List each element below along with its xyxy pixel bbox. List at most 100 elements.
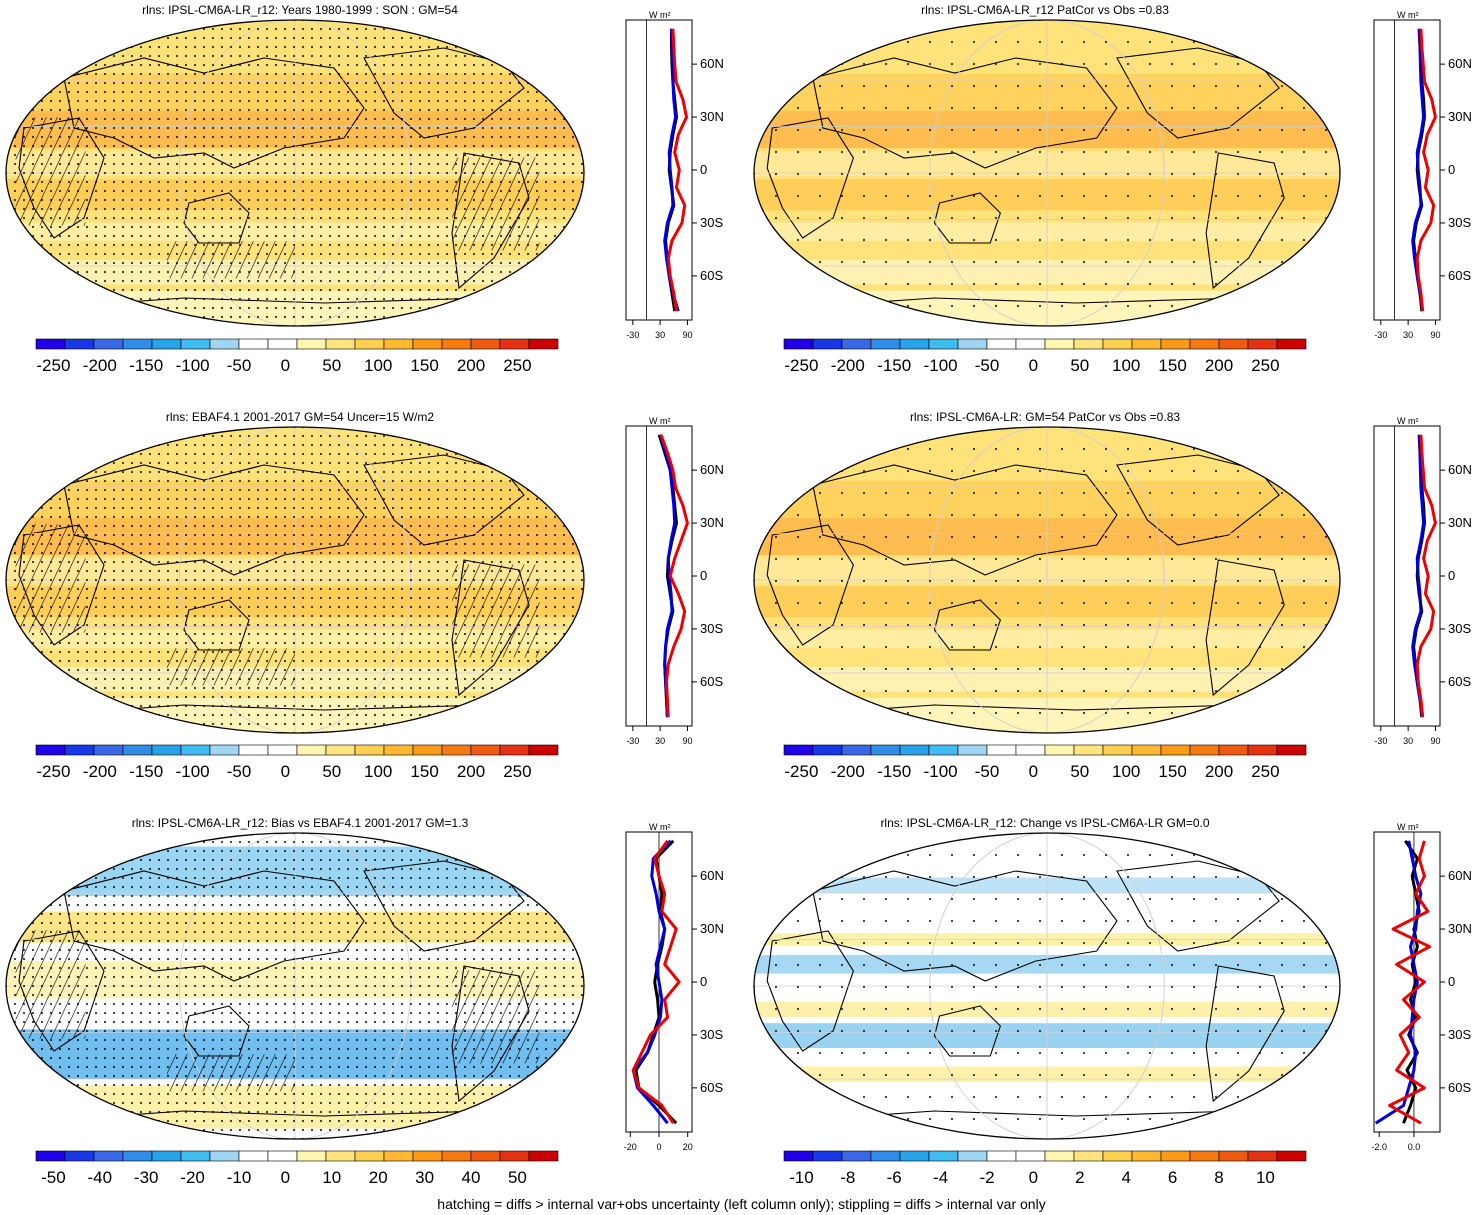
colorbar-swatch — [1160, 338, 1191, 350]
lat-tick-label: 30S — [700, 621, 723, 636]
colorbar-swatch — [1044, 744, 1075, 756]
colorbar-swatch — [64, 1150, 95, 1162]
colorbar-swatch — [93, 1150, 124, 1162]
colorbar-tick-label: -100 — [176, 356, 210, 375]
stippling — [754, 833, 1340, 1139]
map-panel-1 — [5, 19, 585, 327]
colorbar-swatch — [812, 1150, 843, 1162]
colorbar-swatch — [1102, 338, 1133, 350]
panel-title-3: rlns: EBAF4.1 2001-2017 GM=54 Uncer=15 W… — [165, 410, 435, 424]
x-tick-label: 90 — [682, 330, 692, 340]
colorbar-swatch — [528, 744, 559, 756]
lat-tick-label: 30N — [700, 109, 724, 124]
colorbar-tick-label: 200 — [1205, 356, 1233, 375]
colorbar-tick-label: 0 — [281, 356, 290, 375]
stippling — [754, 427, 1340, 733]
colorbar-swatch — [928, 338, 959, 350]
colorbar-swatch — [957, 338, 988, 350]
colorbar-tick-label: 50 — [1070, 762, 1089, 781]
colorbar-swatch — [499, 1150, 530, 1162]
colorbar-swatch — [441, 1150, 472, 1162]
colorbar-swatch — [1247, 1150, 1278, 1162]
colorbar-swatch — [1160, 744, 1191, 756]
units-label: W m² — [649, 416, 671, 426]
x-tick-label: -30 — [1374, 330, 1387, 340]
colorbar-swatch — [267, 338, 298, 350]
colorbar-tick-label: 20 — [369, 1168, 388, 1187]
colorbar-swatch — [180, 1150, 211, 1162]
colorbar-swatch — [783, 744, 814, 756]
lat-tick-label: 0 — [1448, 162, 1455, 177]
colorbar-tick-label: 0 — [1029, 356, 1038, 375]
footer-caption: hatching = diffs > internal var+obs unce… — [437, 1196, 1046, 1212]
colorbar-swatch — [238, 1150, 269, 1162]
colorbar-swatch — [64, 744, 95, 756]
lat-tick-label: 60S — [1448, 674, 1471, 689]
colorbar-swatch — [470, 1150, 501, 1162]
colorbar-tick-label: -250 — [36, 762, 70, 781]
colorbar-swatch — [783, 1150, 814, 1162]
colorbar-swatch — [209, 744, 240, 756]
zonal-mean-5: W m² 60N 30N 0 30S 60S -20 0 20 — [624, 822, 724, 1152]
zonal-series-line — [1388, 840, 1432, 1125]
colorbar-swatch — [1015, 1150, 1046, 1162]
colorbar-swatch — [870, 1150, 901, 1162]
colorbar-swatch — [1189, 1150, 1220, 1162]
map-border — [5, 832, 585, 1140]
colorbar-tick-label: 8 — [1214, 1168, 1223, 1187]
stippling — [754, 20, 1340, 326]
colorbar-swatch — [1015, 744, 1046, 756]
colorbar-tick-label: 200 — [1205, 762, 1233, 781]
colorbar-swatch — [412, 338, 443, 350]
colorbar-swatch — [1073, 744, 1104, 756]
colorbar-tick-label: -200 — [83, 762, 117, 781]
colorbar-tick-label: -50 — [227, 356, 252, 375]
colorbar-swatch — [899, 338, 930, 350]
lat-tick-label: 60S — [700, 674, 723, 689]
colorbar-tick-label: 50 — [322, 356, 341, 375]
colorbar-tick-label: -100 — [924, 762, 958, 781]
colorbar-swatch — [928, 744, 959, 756]
colorbar-swatch — [412, 1150, 443, 1162]
panel-title-1: rlns: IPSL-CM6A-LR_r12: Years 1980-1999 … — [142, 3, 458, 17]
colorbar-tick-label: 10 — [322, 1168, 341, 1187]
colorbar-6: -10 -8 -6 -4 -2 0 2 4 6 8 10 — [783, 1150, 1307, 1187]
colorbar-swatch — [986, 338, 1017, 350]
colorbar-tick-label: 150 — [410, 356, 438, 375]
panel-title-2: rlns: IPSL-CM6A-LR_r12 PatCor vs Obs =0.… — [921, 3, 1169, 17]
panel-title-6: rlns: IPSL-CM6A-LR_r12: Change vs IPSL-C… — [880, 816, 1210, 830]
colorbar-tick-label: -6 — [887, 1168, 902, 1187]
colorbar-swatch — [93, 338, 124, 350]
colorbar-1: -250 -200 -150 -100 -50 0 50 100 150 200 250 — [35, 338, 559, 375]
hatching — [166, 648, 295, 686]
hatching — [452, 970, 540, 1064]
colorbar-swatch — [528, 338, 559, 350]
colorbar-tick-label: 0 — [1029, 1168, 1038, 1187]
colorbar-tick-label: 250 — [1251, 356, 1279, 375]
lat-tick-label: 60S — [1448, 268, 1471, 283]
colorbar-swatch — [499, 338, 530, 350]
lat-tick-label: 0 — [700, 974, 707, 989]
colorbar-tick-label: -50 — [41, 1168, 66, 1187]
lat-tick-label: 60N — [1448, 56, 1472, 71]
map-panel-6 — [753, 832, 1341, 1140]
map-border — [753, 426, 1341, 734]
x-tick-label: 90 — [1430, 330, 1440, 340]
colorbar-swatch — [986, 744, 1017, 756]
colorbar-swatch — [441, 338, 472, 350]
zonal-mean-3: W m² 60N 30N 0 30S 60S -30 30 90 — [625, 416, 724, 746]
colorbar-tick-label: -200 — [83, 356, 117, 375]
colorbar-tick-label: -10 — [789, 1168, 814, 1187]
hatching — [15, 524, 86, 633]
colorbar-tick-label: -200 — [831, 356, 865, 375]
zonal-frame — [625, 425, 693, 727]
lat-tick-label: 0 — [700, 162, 707, 177]
colorbar-tick-label: -200 — [831, 762, 865, 781]
colorbar-swatch — [412, 744, 443, 756]
colorbar-2: -250 -200 -150 -100 -50 0 50 100 150 200 250 — [783, 338, 1307, 375]
zonal-mean-4: W m² 60N 30N 0 30S 60S -30 30 90 — [1373, 416, 1472, 746]
colorbar-swatch — [1102, 1150, 1133, 1162]
colorbar-swatch — [783, 338, 814, 350]
colorbar-swatch — [441, 744, 472, 756]
zonal-series-line — [631, 839, 681, 1125]
